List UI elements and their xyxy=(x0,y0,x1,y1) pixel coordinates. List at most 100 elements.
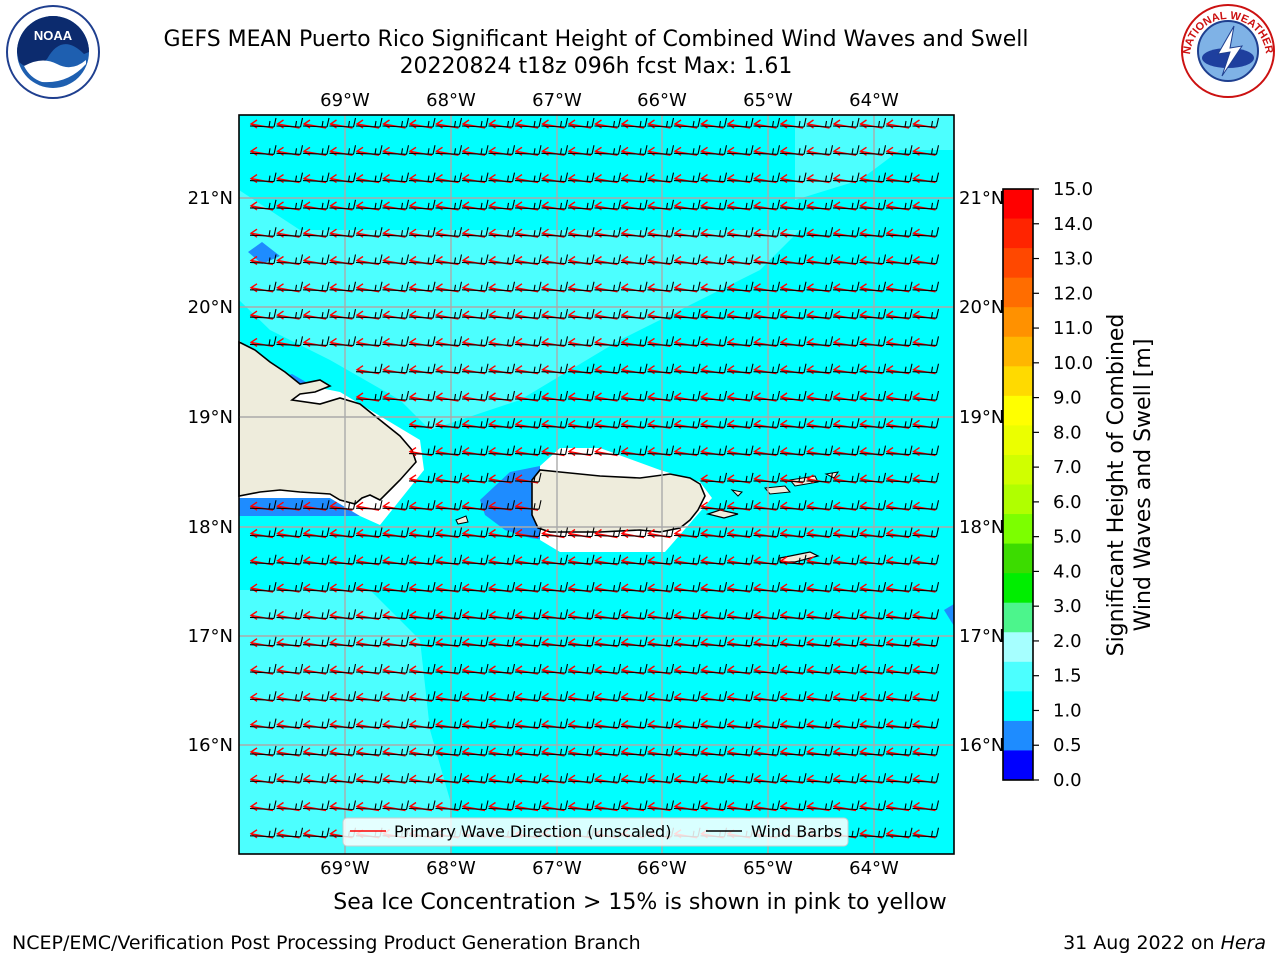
wind-barb xyxy=(408,308,436,319)
wind-barb xyxy=(859,472,887,483)
wind-barb xyxy=(249,281,277,292)
wind-barb xyxy=(779,145,807,155)
wind-barb xyxy=(912,691,940,701)
wind-barb xyxy=(461,281,489,292)
wind-barb xyxy=(276,691,304,701)
wind-barb xyxy=(885,773,913,783)
colorbar-segment xyxy=(1003,366,1033,397)
wind-barb xyxy=(726,663,754,674)
wind-barb xyxy=(355,691,383,701)
wind-barb xyxy=(700,227,728,237)
wind-barb xyxy=(806,636,834,647)
wind-barb xyxy=(673,281,701,292)
wind-barb xyxy=(594,527,622,538)
wind-barb xyxy=(514,172,542,183)
wind-barb xyxy=(408,117,436,128)
wind-barb xyxy=(249,199,277,210)
wind-barb xyxy=(435,254,463,265)
wind-barb xyxy=(541,581,569,592)
wind-barb xyxy=(832,609,860,619)
wind-barb xyxy=(408,773,436,783)
wind-barb xyxy=(779,581,807,592)
wind-barb xyxy=(673,745,701,756)
wind-barb xyxy=(329,773,357,783)
wind-barb xyxy=(726,390,754,401)
wind-barb xyxy=(514,281,542,292)
land-vieques xyxy=(705,509,739,519)
wind-barb xyxy=(620,445,648,456)
wind-barb xyxy=(859,336,887,346)
wind-barb xyxy=(567,527,595,538)
wind-barb xyxy=(620,581,648,592)
wind-barb xyxy=(541,773,569,783)
wind-barb xyxy=(567,581,595,592)
colorbar-segment xyxy=(1003,484,1033,515)
wind-barb xyxy=(832,745,860,756)
colorbar-segment xyxy=(1003,632,1033,663)
wind-barb xyxy=(620,718,648,729)
wind-barb xyxy=(488,745,516,756)
wind-barb xyxy=(726,172,754,183)
wind-barb xyxy=(541,199,569,210)
wind-barb xyxy=(594,745,622,756)
wind-barb xyxy=(673,554,701,565)
land-hispaniola xyxy=(238,340,417,505)
wind-barb xyxy=(329,281,357,292)
wind-barb xyxy=(514,363,542,374)
wind-barb xyxy=(382,500,410,510)
wind-barb xyxy=(302,745,330,756)
wind-barb xyxy=(700,363,728,374)
wind-barb xyxy=(647,581,675,592)
wind-barb xyxy=(408,581,436,592)
wind-barb xyxy=(700,609,728,619)
wind-barb xyxy=(408,336,436,346)
wind-barb xyxy=(673,609,701,619)
wind-barb xyxy=(726,418,754,428)
wind-barb xyxy=(753,554,781,565)
wind-barb xyxy=(859,636,887,647)
wind-barb xyxy=(435,308,463,319)
wind-barb xyxy=(594,718,622,729)
colorbar-tick-label: 3.0 xyxy=(1053,596,1082,617)
lon-label-bottom: 69°W xyxy=(320,858,370,879)
wind-barb xyxy=(541,308,569,319)
wind-barb xyxy=(302,308,330,319)
wind-barb xyxy=(382,636,410,647)
wind-barb xyxy=(461,500,489,510)
wind-barb xyxy=(779,390,807,401)
wind-barb xyxy=(832,227,860,237)
wind-barb xyxy=(514,472,542,483)
wind-barb xyxy=(276,636,304,647)
wind-barb xyxy=(541,363,569,374)
wind-barb xyxy=(408,418,436,428)
wind-barb xyxy=(249,227,277,237)
wind-barb xyxy=(806,609,834,619)
wind-barb xyxy=(806,363,834,374)
wind-barb xyxy=(885,636,913,647)
wind-barb xyxy=(329,227,357,237)
wind-barb xyxy=(673,773,701,783)
wind-barb xyxy=(329,145,357,155)
wind-barb xyxy=(382,581,410,592)
wind-barb xyxy=(461,336,489,346)
wind-barb xyxy=(355,663,383,674)
wind-barb xyxy=(488,281,516,292)
wind-barb xyxy=(647,663,675,674)
wind-barb xyxy=(912,254,940,265)
lat-label-right: 21°N xyxy=(959,188,1004,209)
wind-barb xyxy=(514,199,542,210)
wind-barb xyxy=(700,500,728,510)
wind-barb xyxy=(435,691,463,701)
wind-barb xyxy=(514,691,542,701)
wind-barb xyxy=(461,308,489,319)
wind-barb xyxy=(647,227,675,237)
wind-barb xyxy=(435,117,463,128)
wind-barb xyxy=(302,500,330,510)
wind-barb xyxy=(355,336,383,346)
wind-barb xyxy=(859,117,887,128)
wind-barb xyxy=(355,500,383,510)
wind-barb xyxy=(355,773,383,783)
wind-barb xyxy=(382,663,410,674)
wind-barb xyxy=(726,363,754,374)
wind-barb xyxy=(514,145,542,155)
